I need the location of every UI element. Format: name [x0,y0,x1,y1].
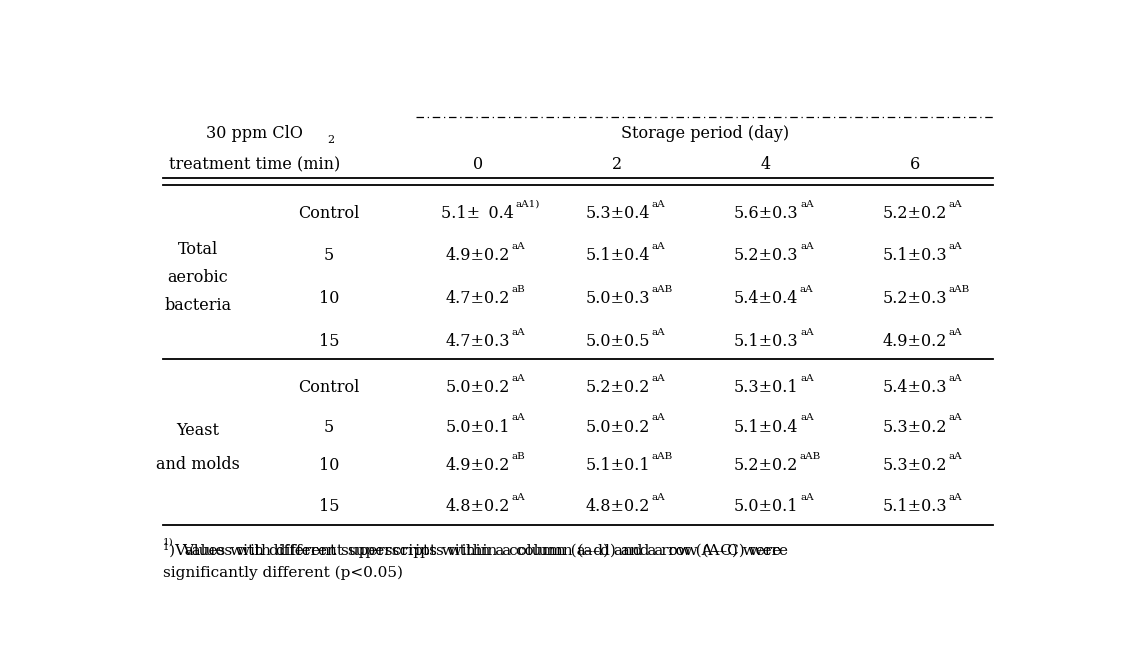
Text: aA: aA [800,414,813,422]
Text: aAB: aAB [652,452,672,461]
Text: aA: aA [949,414,962,422]
Text: 4: 4 [761,156,772,173]
Text: Total: Total [178,240,218,258]
Text: 5.2±0.2: 5.2±0.2 [882,204,946,222]
Text: 5.2±0.3: 5.2±0.3 [734,247,799,264]
Text: aA: aA [512,414,526,422]
Text: bacteria: bacteria [165,297,231,314]
Text: 5.4±0.3: 5.4±0.3 [882,379,946,396]
Text: 5.0±0.5: 5.0±0.5 [585,333,650,350]
Text: aA: aA [511,242,526,250]
Text: 15: 15 [319,333,340,350]
Text: 5.3±0.2: 5.3±0.2 [882,457,946,474]
Text: aA: aA [949,452,962,461]
Text: significantly different (p<0.05): significantly different (p<0.05) [162,566,403,581]
Text: 5.4±0.4: 5.4±0.4 [734,290,799,308]
Text: aA: aA [800,285,813,294]
Text: aerobic: aerobic [167,269,228,286]
Text: aAB: aAB [949,285,970,294]
Text: 5.1±0.4: 5.1±0.4 [734,419,799,436]
Text: 5.1±0.3: 5.1±0.3 [882,247,948,264]
Text: aA: aA [800,328,813,337]
Text: 4.7±0.3: 4.7±0.3 [446,333,510,350]
Text: 10: 10 [319,290,340,308]
Text: aA: aA [511,374,526,383]
Text: aA: aA [800,374,813,383]
Text: 5.0±0.1: 5.0±0.1 [734,498,799,515]
Text: 4.9±0.2: 4.9±0.2 [446,457,510,474]
Text: 5: 5 [324,419,334,436]
Text: aA1): aA1) [515,200,540,208]
Text: aAB: aAB [652,285,672,294]
Text: 5.3±0.4: 5.3±0.4 [585,204,650,222]
Text: 5.0±0.3: 5.0±0.3 [585,290,650,308]
Text: 4.9±0.2: 4.9±0.2 [882,333,946,350]
Text: Values with different superscripts within a column (a–d) and a row (A–C) were: Values with different superscripts withi… [182,543,788,558]
Text: aA: aA [949,242,962,250]
Text: Control: Control [298,204,360,222]
Text: 5.2±0.2: 5.2±0.2 [585,379,650,396]
Text: 2: 2 [327,135,334,145]
Text: 0: 0 [473,156,483,173]
Text: 4.7±0.2: 4.7±0.2 [446,290,510,308]
Text: aA: aA [512,328,526,337]
Text: 6: 6 [909,156,919,173]
Text: aA: aA [949,493,962,502]
Text: Storage period (day): Storage period (day) [620,125,788,143]
Text: 5.2±0.3: 5.2±0.3 [882,290,946,308]
Text: 5.6±0.3: 5.6±0.3 [733,204,799,222]
Text: aA: aA [800,493,813,502]
Text: aA: aA [949,328,962,337]
Text: aB: aB [511,452,526,461]
Text: 4.8±0.2: 4.8±0.2 [446,498,510,515]
Text: 5: 5 [324,247,334,264]
Text: 5.0±0.2: 5.0±0.2 [446,379,510,396]
Text: 4.8±0.2: 4.8±0.2 [585,498,650,515]
Text: 5.0±0.1: 5.0±0.1 [446,419,510,436]
Text: aA: aA [800,242,813,250]
Text: 10: 10 [319,457,340,474]
Text: aA: aA [652,242,666,250]
Text: 2: 2 [613,156,623,173]
Text: 5.1±0.1: 5.1±0.1 [585,457,650,474]
Text: 5.1±0.3: 5.1±0.3 [733,333,799,350]
Text: Yeast: Yeast [176,422,219,439]
Text: 30 ppm ClO: 30 ppm ClO [206,125,303,143]
Text: 15: 15 [319,498,340,515]
Text: 5.3±0.1: 5.3±0.1 [733,379,799,396]
Text: aA: aA [651,414,666,422]
Text: and molds: and molds [156,456,240,472]
Text: treatment time (min): treatment time (min) [169,156,341,173]
Text: 5.1±0.4: 5.1±0.4 [585,247,650,264]
Text: aA: aA [511,493,526,502]
Text: 5.0±0.2: 5.0±0.2 [585,419,650,436]
Text: aB: aB [511,285,526,294]
Text: aA: aA [652,200,666,208]
Text: 5.1±0.3: 5.1±0.3 [882,498,948,515]
Text: 5.2±0.2: 5.2±0.2 [734,457,799,474]
Text: aA: aA [949,374,962,383]
Text: Control: Control [298,379,360,396]
Text: ¹)Values with different superscripts within a column (a–d) and a row (A–C) were: ¹)Values with different superscripts wit… [162,543,781,558]
Text: aAB: aAB [800,452,821,461]
Text: aA: aA [651,374,666,383]
Text: 4.9±0.2: 4.9±0.2 [446,247,510,264]
Text: aA: aA [800,200,813,208]
Text: 1): 1) [162,538,174,547]
Text: aA: aA [651,493,666,502]
Text: aA: aA [949,200,962,208]
Text: 5.3±0.2: 5.3±0.2 [882,419,946,436]
Text: 5.1±  0.4: 5.1± 0.4 [441,204,514,222]
Text: aA: aA [652,328,666,337]
